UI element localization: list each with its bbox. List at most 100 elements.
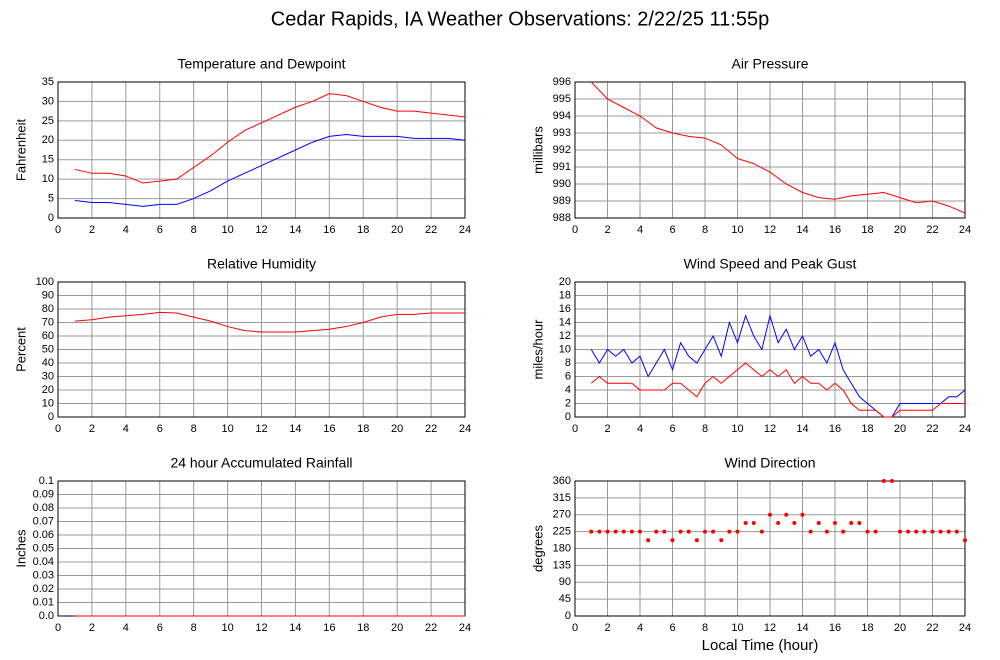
data-point: [800, 512, 805, 517]
x-tick-label: 14: [796, 224, 808, 236]
y-tick-label: 0.07: [33, 515, 54, 527]
y-tick-label: 18: [559, 289, 571, 301]
y-tick-label: 225: [553, 526, 571, 538]
x-tick-label: 12: [255, 622, 267, 634]
y-tick-label: 20: [42, 384, 54, 396]
data-point: [694, 538, 699, 543]
x-tick-label: 20: [894, 423, 906, 435]
chart-panel: Air Pressure millibars 988 989 990 991 992 993 9…: [530, 56, 971, 236]
x-tick-label: 18: [357, 224, 369, 236]
y-tick-label: 10: [559, 343, 571, 355]
data-point: [621, 529, 626, 534]
x-tick-label: 0: [572, 622, 578, 634]
data-point: [922, 529, 927, 534]
data-point: [751, 521, 756, 525]
x-tick-label: 4: [637, 423, 643, 435]
y-tick-label: 270: [553, 509, 571, 521]
x-tick-label: 22: [425, 224, 437, 236]
data-point: [873, 529, 878, 534]
data-point: [711, 529, 716, 534]
data-point: [963, 538, 967, 543]
data-point: [808, 529, 813, 534]
x-tick-label: 16: [323, 622, 335, 634]
y-tick-label: 16: [559, 303, 571, 315]
chart-title: 24 hour Accumulated Rainfall: [170, 455, 352, 471]
data-point: [914, 529, 919, 534]
data-line: [74, 311, 465, 333]
data-point: [613, 529, 618, 534]
x-tick-label: 24: [959, 224, 971, 236]
y-tick-label: 4: [565, 384, 571, 396]
x-tick-label: 14: [289, 423, 301, 435]
data-point: [865, 529, 870, 534]
y-tick-label: 10: [42, 397, 54, 409]
data-point: [670, 538, 675, 543]
y-tick-label: 991: [553, 161, 571, 173]
x-tick-label: 22: [926, 622, 938, 634]
y-tick-label: 14: [559, 316, 571, 328]
x-tick-label: 8: [191, 224, 197, 236]
data-point: [849, 521, 854, 525]
data-point: [646, 538, 651, 543]
data-point: [678, 529, 683, 534]
y-tick-label: 0.08: [33, 502, 54, 514]
x-tick-label: 16: [323, 224, 335, 236]
y-tick-label: 0: [48, 411, 54, 423]
x-tick-label: 8: [191, 423, 197, 435]
y-axis-label: miles/hour: [530, 319, 545, 380]
x-tick-label: 18: [357, 423, 369, 435]
x-tick-label: 12: [764, 622, 776, 634]
y-axis-label: degrees: [530, 525, 545, 572]
x-tick-label: 18: [861, 224, 873, 236]
y-tick-label: 35: [42, 76, 54, 88]
x-tick-label: 22: [425, 622, 437, 634]
x-tick-label: 24: [459, 622, 471, 634]
data-point: [703, 529, 707, 534]
y-tick-label: 45: [559, 593, 571, 605]
data-line: [590, 81, 966, 214]
y-tick-label: 10: [42, 173, 54, 185]
x-tick-label: 0: [55, 224, 61, 236]
y-tick-label: 90: [559, 576, 571, 588]
x-tick-label: 0: [572, 423, 578, 435]
data-line: [74, 133, 466, 207]
y-tick-label: 0.1: [39, 475, 54, 487]
x-tick-label: 16: [829, 423, 841, 435]
y-tick-label: 80: [42, 303, 54, 315]
x-tick-label: 6: [157, 224, 163, 236]
data-line: [74, 93, 466, 184]
x-tick-label: 2: [89, 622, 95, 634]
x-tick-label: 10: [221, 224, 233, 236]
page-title: Cedar Rapids, IA Weather Observations: 2…: [271, 8, 769, 30]
y-tick-label: 70: [42, 316, 54, 328]
data-point: [954, 529, 959, 534]
data-point: [784, 512, 789, 517]
data-point: [686, 529, 691, 534]
x-tick-label: 18: [357, 622, 369, 634]
data-point: [719, 538, 724, 543]
data-point: [605, 529, 610, 534]
x-tick-label: 20: [391, 423, 403, 435]
x-tick-label: 2: [604, 423, 610, 435]
x-tick-label: 22: [926, 423, 938, 435]
data-point: [597, 529, 602, 534]
y-tick-label: 30: [42, 95, 54, 107]
y-axis-label: millibars: [530, 126, 545, 174]
y-tick-label: 0: [565, 411, 571, 423]
x-tick-label: 12: [255, 224, 267, 236]
y-tick-label: 135: [553, 559, 571, 571]
data-point: [930, 529, 935, 534]
x-tick-label: 24: [959, 622, 971, 634]
data-point: [881, 479, 886, 483]
chart-title: Air Pressure: [731, 56, 808, 72]
chart-panel: Temperature and Dewpoint Fahrenheit 0 5 10 15…: [13, 56, 471, 236]
y-tick-label: 0.09: [33, 488, 54, 500]
y-tick-label: 996: [553, 76, 571, 88]
data-point: [654, 529, 659, 534]
x-tick-label: 6: [669, 224, 675, 236]
x-tick-label: 20: [894, 622, 906, 634]
x-tick-label: 18: [861, 423, 873, 435]
y-tick-label: 60: [42, 330, 54, 342]
x-tick-label: 4: [637, 224, 643, 236]
